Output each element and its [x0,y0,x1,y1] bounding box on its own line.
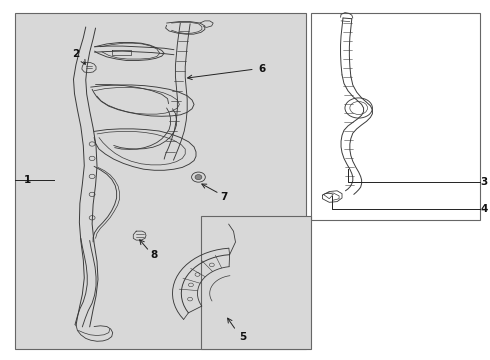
Text: 1: 1 [24,175,30,185]
Text: 3: 3 [480,177,488,187]
Circle shape [195,175,202,180]
Text: 7: 7 [220,192,228,202]
Bar [201,216,311,349]
Text: 8: 8 [151,250,158,260]
Text: 2: 2 [73,49,79,59]
Bar [311,13,480,220]
Text: 5: 5 [239,332,246,342]
Bar [15,13,306,349]
Text: 4: 4 [480,204,488,214]
Text: 6: 6 [259,64,266,74]
